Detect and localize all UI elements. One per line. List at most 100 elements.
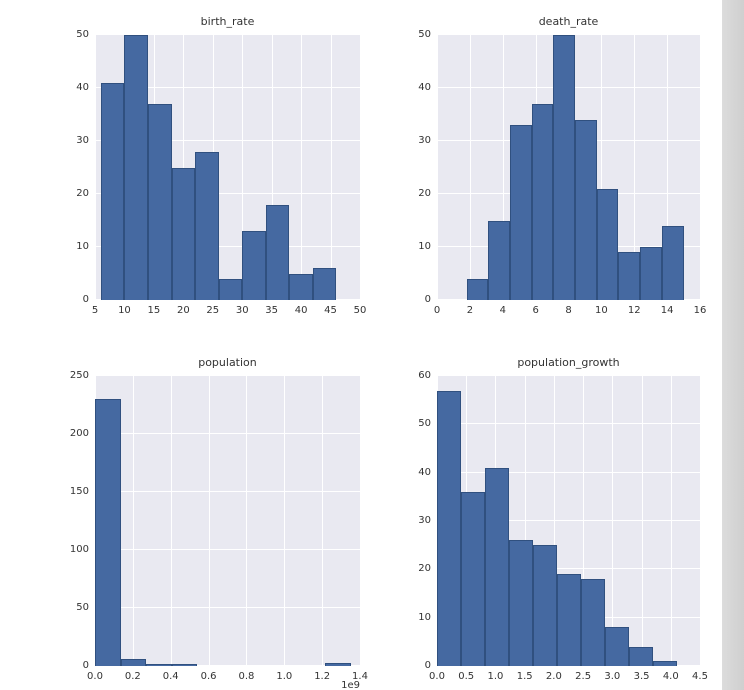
gridline-horizontal — [95, 491, 360, 492]
x-tick-label: 30 — [235, 305, 249, 316]
x-tick-label: 14 — [660, 305, 674, 316]
x-tick-label: 1.2 — [314, 671, 331, 682]
histogram-bar — [120, 659, 147, 666]
x-axis-labels: 5 10 15 20 25 30 35 40 45 50 — [92, 302, 367, 316]
y-axis-labels: 0 10 20 30 40 50 — [40, 30, 89, 305]
subplot-death-rate: death_rate 0 10 20 30 40 50 0 2 4 6 8 10 12 14 16 — [382, 12, 710, 327]
window-background-strip — [722, 0, 744, 690]
chart-title-population: population — [198, 356, 257, 369]
histogram-bar — [532, 545, 557, 666]
gridline-horizontal — [437, 423, 700, 425]
histogram-bar — [508, 540, 533, 666]
gridline-vertical — [132, 376, 134, 666]
gridline-vertical — [242, 35, 244, 300]
subplot-population-growth: population_growth 0 10 20 30 40 50 60 0.0 0.5 1.… — [382, 348, 710, 690]
histogram-bar — [95, 399, 121, 666]
y-tick-label: 0 — [82, 294, 89, 305]
x-tick-label: 2.5 — [575, 671, 592, 682]
histogram-bar — [324, 662, 351, 666]
y-tick-label: 0 — [424, 294, 431, 305]
histogram-bar — [556, 574, 581, 666]
histogram-bar — [604, 627, 629, 666]
histogram-bar — [652, 661, 677, 666]
gridline-vertical — [700, 35, 701, 300]
gridline-vertical — [360, 376, 361, 666]
gridline-vertical — [246, 376, 248, 666]
chart-title-birth-rate: birth_rate — [200, 15, 255, 28]
gridline-vertical — [360, 35, 361, 300]
histogram-bar — [195, 151, 219, 300]
histogram-bar — [661, 225, 684, 300]
subplot-birth-rate: birth_rate 0 10 20 30 40 50 5 10 15 20 25 30 35 40 45… — [40, 12, 370, 327]
histogram-bar — [312, 268, 337, 300]
gridline-vertical — [667, 35, 669, 300]
y-axis-labels: 0 50 100 150 200 250 — [40, 371, 89, 671]
y-tick-label: 10 — [418, 241, 431, 252]
y-tick-label: 40 — [418, 82, 431, 93]
x-tick-label: 50 — [353, 305, 367, 316]
y-tick-label: 50 — [76, 602, 89, 613]
histogram-bar — [171, 167, 196, 300]
x-tick-label: 0.4 — [162, 671, 179, 682]
histogram-bar — [466, 278, 489, 300]
x-tick-label: 3.5 — [633, 671, 650, 682]
y-tick-label: 50 — [76, 29, 89, 40]
y-tick-label: 250 — [69, 370, 89, 381]
x-tick-label: 0.5 — [458, 671, 475, 682]
y-tick-label: 150 — [69, 486, 89, 497]
histogram-bar — [218, 278, 243, 300]
x-tick-label: 2.0 — [545, 671, 562, 682]
gridline-vertical — [95, 35, 96, 300]
x-tick-label: 0.6 — [200, 671, 217, 682]
histogram-bar — [171, 663, 198, 666]
gridline-horizontal — [95, 433, 360, 434]
chart-title-population-growth: population_growth — [517, 356, 620, 369]
histogram-bar — [148, 103, 172, 300]
x-axis-labels: 0.0 0.2 0.4 0.6 0.8 1.0 1.2 1.4 — [87, 668, 368, 682]
x-axis-labels: 0.0 0.5 1.0 1.5 2.0 2.5 3.0 3.5 4.0 4.5 — [429, 668, 708, 682]
gridline-vertical — [502, 35, 504, 300]
histogram-bar — [265, 204, 290, 300]
gridline-horizontal — [437, 520, 700, 521]
gridline-vertical — [170, 376, 172, 666]
x-axis-offset-label: 1e9 — [341, 680, 360, 690]
histogram-bar — [460, 492, 485, 666]
x-tick-label: 15 — [147, 305, 161, 316]
y-tick-label: 10 — [418, 611, 431, 623]
gridline-vertical — [641, 376, 643, 666]
plot-area-population — [95, 375, 361, 666]
y-axis-labels: 0 10 20 30 40 50 — [382, 30, 431, 305]
plot-area-population-growth — [437, 375, 701, 666]
x-tick-label: 4.5 — [692, 671, 708, 682]
x-tick-label: 0.8 — [238, 671, 255, 682]
x-tick-label: 4.0 — [662, 671, 679, 682]
y-tick-label: 30 — [418, 515, 431, 526]
gridline-horizontal — [437, 568, 700, 570]
y-tick-label: 0 — [424, 660, 431, 671]
histogram-bar — [618, 252, 641, 300]
x-tick-label: 1.0 — [487, 671, 504, 682]
gridline-horizontal — [95, 607, 360, 608]
subplot-population: population 0 50 100 150 200 250 0.0 0.2 0.4 0.6 0… — [40, 348, 370, 690]
x-tick-label: 4 — [499, 305, 506, 316]
x-axis-labels: 0 2 4 6 8 10 12 14 16 — [433, 302, 707, 316]
x-tick-label: 2 — [466, 305, 474, 316]
gridline-horizontal — [437, 375, 700, 376]
histogram-bar — [124, 35, 148, 300]
x-tick-label: 40 — [294, 305, 308, 316]
gridline-vertical — [271, 35, 273, 300]
y-tick-label: 10 — [76, 241, 89, 252]
x-tick-label: 0 — [433, 305, 441, 316]
x-tick-label: 8 — [565, 305, 572, 316]
plot-area-death-rate — [437, 34, 701, 300]
y-tick-label: 40 — [418, 466, 431, 478]
histogram-bar — [531, 103, 554, 300]
chart-title-death-rate: death_rate — [538, 15, 599, 28]
gridline-horizontal — [95, 375, 360, 376]
histogram-bar — [484, 467, 509, 666]
x-tick-label: 10 — [118, 305, 131, 316]
gridline-horizontal — [437, 471, 700, 473]
y-tick-label: 20 — [76, 188, 89, 199]
histogram-bar — [596, 188, 619, 300]
y-tick-label: 30 — [76, 135, 89, 146]
